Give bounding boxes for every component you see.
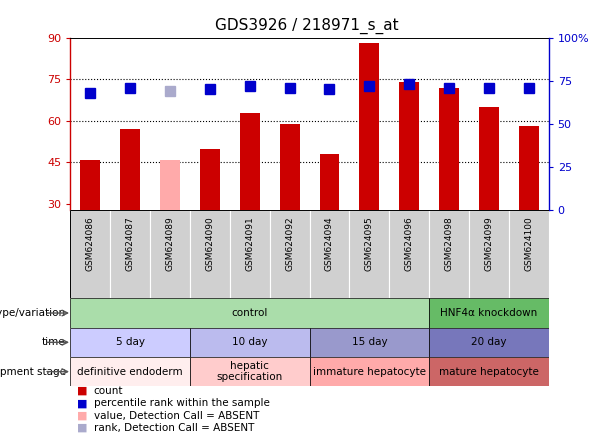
Bar: [429, 328, 549, 357]
Bar: [349, 210, 389, 298]
Bar: [429, 298, 549, 328]
Bar: [70, 210, 110, 298]
Bar: [310, 357, 429, 386]
Text: 15 day: 15 day: [351, 337, 387, 347]
Text: GSM624096: GSM624096: [405, 217, 414, 271]
Bar: [509, 210, 549, 298]
Bar: [190, 357, 310, 386]
Text: percentile rank within the sample: percentile rank within the sample: [94, 398, 270, 408]
Text: count: count: [94, 386, 123, 396]
Text: GSM624089: GSM624089: [166, 217, 175, 271]
Bar: [190, 210, 230, 298]
Text: GSM624090: GSM624090: [205, 217, 215, 271]
Bar: [120, 129, 140, 210]
Bar: [519, 127, 539, 210]
Text: 20 day: 20 day: [471, 337, 506, 347]
Text: GSM624100: GSM624100: [524, 217, 533, 271]
Text: GSM624094: GSM624094: [325, 217, 334, 271]
Bar: [399, 82, 419, 210]
Text: time: time: [42, 337, 66, 347]
Bar: [70, 328, 190, 357]
Text: HNF4α knockdown: HNF4α knockdown: [440, 308, 538, 318]
Text: GDS3926 / 218971_s_at: GDS3926 / 218971_s_at: [215, 18, 398, 34]
Text: GSM624086: GSM624086: [86, 217, 95, 271]
Text: development stage: development stage: [0, 367, 66, 377]
Text: 5 day: 5 day: [116, 337, 145, 347]
Text: ■: ■: [77, 423, 87, 433]
Text: GSM624087: GSM624087: [126, 217, 135, 271]
Text: genotype/variation: genotype/variation: [0, 308, 66, 318]
Bar: [70, 357, 190, 386]
Text: ■: ■: [77, 411, 87, 420]
Bar: [150, 210, 190, 298]
Text: immature hepatocyte: immature hepatocyte: [313, 367, 426, 377]
Bar: [200, 149, 220, 210]
Bar: [479, 107, 499, 210]
Text: GSM624098: GSM624098: [444, 217, 454, 271]
Text: control: control: [232, 308, 268, 318]
Bar: [310, 328, 429, 357]
Text: GSM624092: GSM624092: [285, 217, 294, 271]
Text: ■: ■: [77, 398, 87, 408]
Text: hepatic
specification: hepatic specification: [216, 361, 283, 382]
Bar: [190, 328, 310, 357]
Bar: [270, 210, 310, 298]
Bar: [110, 210, 150, 298]
Text: GSM624095: GSM624095: [365, 217, 374, 271]
Bar: [319, 154, 340, 210]
Text: mature hepatocyte: mature hepatocyte: [439, 367, 539, 377]
Bar: [80, 160, 101, 210]
Text: value, Detection Call = ABSENT: value, Detection Call = ABSENT: [94, 411, 259, 420]
Text: GSM624099: GSM624099: [484, 217, 493, 271]
Bar: [429, 357, 549, 386]
Bar: [469, 210, 509, 298]
Bar: [160, 160, 180, 210]
Text: 10 day: 10 day: [232, 337, 267, 347]
Bar: [240, 113, 260, 210]
Bar: [429, 210, 469, 298]
Text: ■: ■: [77, 386, 87, 396]
Bar: [359, 43, 379, 210]
Bar: [389, 210, 429, 298]
Text: GSM624091: GSM624091: [245, 217, 254, 271]
Bar: [439, 87, 459, 210]
Bar: [70, 298, 429, 328]
Bar: [310, 210, 349, 298]
Bar: [280, 123, 300, 210]
Text: definitive endoderm: definitive endoderm: [77, 367, 183, 377]
Bar: [230, 210, 270, 298]
Text: rank, Detection Call = ABSENT: rank, Detection Call = ABSENT: [94, 423, 254, 433]
